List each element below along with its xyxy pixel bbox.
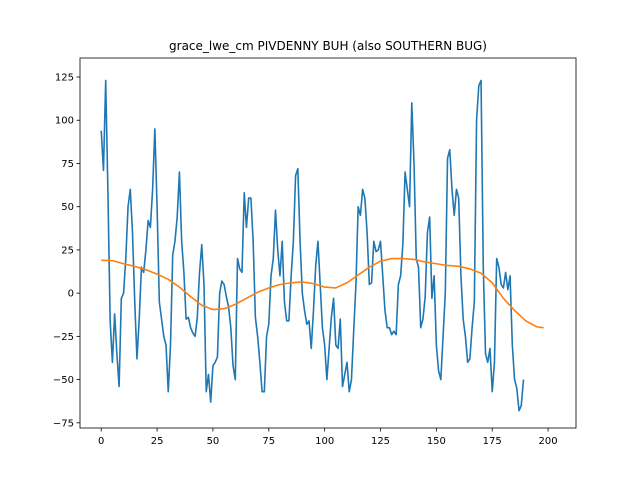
y-axis: −75 −50 −25 0 25 50 75 100 125	[53, 73, 80, 429]
y-tick-label: −50	[53, 375, 74, 386]
x-tick-label: 25	[151, 436, 164, 447]
x-tick-label: 150	[427, 436, 446, 447]
x-tick-label: 125	[371, 436, 390, 447]
x-tick-label: 0	[98, 436, 104, 447]
chart-title: grace_lwe_cm PIVDENNY BUH (also SOUTHERN…	[169, 39, 487, 53]
series-layer	[100, 79, 544, 412]
series-line-2	[101, 257, 544, 329]
x-tick-label: 200	[539, 436, 558, 447]
x-tick-label: 100	[315, 436, 334, 447]
y-tick-label: −25	[53, 332, 74, 343]
y-tick-label: −75	[53, 418, 74, 429]
series-line-1	[100, 79, 525, 412]
plot-frame	[79, 57, 577, 429]
x-tick-label: 50	[207, 436, 220, 447]
y-tick-label: 75	[61, 159, 74, 170]
x-tick-label: 175	[483, 436, 502, 447]
x-tick-label: 75	[262, 436, 275, 447]
y-tick-label: 50	[61, 202, 74, 213]
y-tick-label: 0	[68, 289, 74, 300]
y-tick-label: 125	[55, 73, 74, 84]
x-axis: 0 25 50 75 100 125 150 175 200	[98, 428, 558, 447]
y-tick-label: 100	[55, 116, 74, 127]
y-tick-label: 25	[61, 245, 74, 256]
